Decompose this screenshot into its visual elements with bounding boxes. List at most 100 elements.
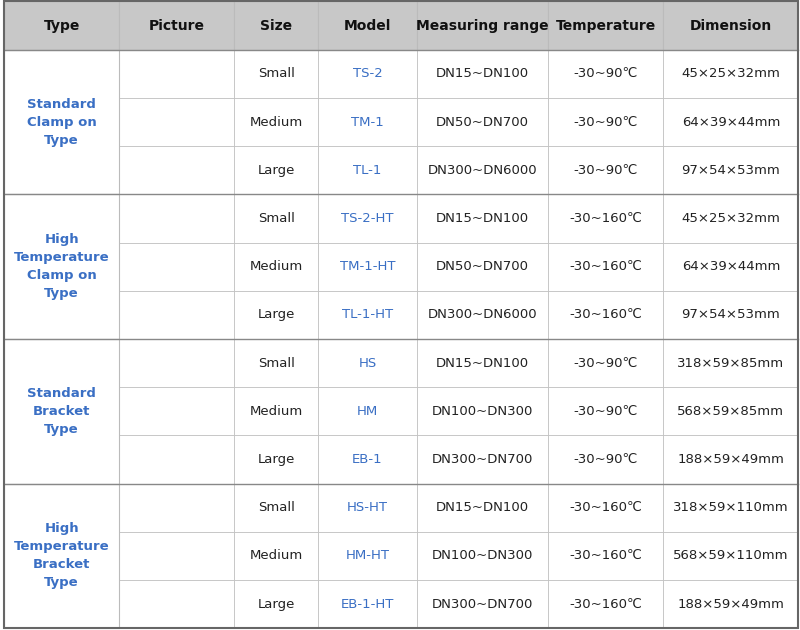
Bar bbox=[4, 1, 119, 50]
Text: -30~90℃: -30~90℃ bbox=[574, 67, 638, 81]
Bar bbox=[4, 243, 119, 291]
Text: TS-2-HT: TS-2-HT bbox=[341, 212, 394, 225]
Bar bbox=[417, 290, 548, 339]
Bar bbox=[417, 50, 548, 98]
Bar bbox=[663, 290, 798, 339]
Bar bbox=[663, 50, 798, 98]
Text: -30~160℃: -30~160℃ bbox=[570, 501, 642, 514]
Text: TM-1-HT: TM-1-HT bbox=[340, 260, 395, 273]
Bar bbox=[234, 387, 318, 435]
Bar bbox=[4, 484, 119, 532]
Bar bbox=[234, 339, 318, 387]
Text: DN15~DN100: DN15~DN100 bbox=[436, 67, 529, 81]
Bar bbox=[417, 532, 548, 580]
Text: Standard
Bracket
Type: Standard Bracket Type bbox=[27, 387, 96, 436]
Bar bbox=[119, 484, 234, 532]
Bar bbox=[663, 532, 798, 580]
Bar bbox=[119, 1, 234, 50]
Bar bbox=[318, 243, 417, 291]
Bar bbox=[417, 435, 548, 484]
Bar bbox=[548, 146, 663, 194]
Bar bbox=[417, 98, 548, 146]
Text: DN15~DN100: DN15~DN100 bbox=[436, 357, 529, 370]
Text: Large: Large bbox=[258, 597, 294, 610]
Bar bbox=[417, 580, 548, 628]
Bar bbox=[663, 484, 798, 532]
Bar bbox=[119, 146, 234, 194]
Text: TL-1-HT: TL-1-HT bbox=[342, 308, 393, 321]
Bar bbox=[119, 339, 234, 387]
Text: DN100~DN300: DN100~DN300 bbox=[432, 404, 534, 418]
Bar bbox=[234, 50, 318, 98]
Text: Model: Model bbox=[344, 18, 391, 33]
Bar bbox=[318, 387, 417, 435]
Bar bbox=[318, 290, 417, 339]
Bar bbox=[318, 532, 417, 580]
Bar bbox=[4, 50, 119, 98]
Text: Small: Small bbox=[258, 212, 294, 225]
Text: -30~90℃: -30~90℃ bbox=[574, 357, 638, 370]
Text: Large: Large bbox=[258, 164, 294, 177]
Bar bbox=[4, 387, 119, 435]
Bar bbox=[234, 243, 318, 291]
Bar bbox=[548, 243, 663, 291]
Bar bbox=[548, 98, 663, 146]
Text: 568×59×110mm: 568×59×110mm bbox=[673, 549, 789, 563]
Text: Medium: Medium bbox=[250, 404, 302, 418]
Bar bbox=[318, 484, 417, 532]
Text: Dimension: Dimension bbox=[690, 18, 772, 33]
Bar bbox=[663, 387, 798, 435]
Bar bbox=[318, 50, 417, 98]
Bar bbox=[318, 435, 417, 484]
Text: HS: HS bbox=[358, 357, 377, 370]
Bar bbox=[4, 50, 119, 194]
Bar bbox=[234, 435, 318, 484]
Text: DN15~DN100: DN15~DN100 bbox=[436, 501, 529, 514]
Bar bbox=[318, 194, 417, 243]
Bar bbox=[119, 50, 234, 98]
Text: DN50~DN700: DN50~DN700 bbox=[436, 260, 529, 273]
Bar bbox=[4, 339, 119, 387]
Bar bbox=[4, 435, 119, 484]
Text: Size: Size bbox=[260, 18, 292, 33]
Text: HM: HM bbox=[357, 404, 378, 418]
Text: Large: Large bbox=[258, 308, 294, 321]
Bar bbox=[234, 98, 318, 146]
Bar bbox=[417, 1, 548, 50]
Bar bbox=[417, 194, 548, 243]
Text: 318×59×85mm: 318×59×85mm bbox=[678, 357, 785, 370]
Bar bbox=[663, 339, 798, 387]
Bar bbox=[663, 435, 798, 484]
Bar bbox=[663, 146, 798, 194]
Text: 64×39×44mm: 64×39×44mm bbox=[682, 260, 780, 273]
Bar bbox=[119, 290, 234, 339]
Text: Large: Large bbox=[258, 453, 294, 466]
Text: Measuring range: Measuring range bbox=[416, 18, 549, 33]
Bar bbox=[119, 194, 234, 243]
Bar bbox=[234, 146, 318, 194]
Bar bbox=[4, 98, 119, 146]
Bar bbox=[548, 532, 663, 580]
Bar bbox=[663, 580, 798, 628]
Bar bbox=[663, 98, 798, 146]
Text: -30~160℃: -30~160℃ bbox=[570, 597, 642, 610]
Bar bbox=[119, 387, 234, 435]
Text: High
Temperature
Clamp on
Type: High Temperature Clamp on Type bbox=[14, 233, 110, 300]
Text: 318×59×110mm: 318×59×110mm bbox=[673, 501, 789, 514]
Text: DN300~DN700: DN300~DN700 bbox=[432, 453, 534, 466]
Text: -30~90℃: -30~90℃ bbox=[574, 404, 638, 418]
Text: DN15~DN100: DN15~DN100 bbox=[436, 212, 529, 225]
Bar bbox=[548, 194, 663, 243]
Bar bbox=[548, 435, 663, 484]
Bar bbox=[4, 532, 119, 580]
Bar bbox=[119, 435, 234, 484]
Bar bbox=[318, 339, 417, 387]
Bar bbox=[234, 532, 318, 580]
Text: -30~90℃: -30~90℃ bbox=[574, 453, 638, 466]
Text: Temperature: Temperature bbox=[556, 18, 656, 33]
Text: Medium: Medium bbox=[250, 260, 302, 273]
Text: EB-1-HT: EB-1-HT bbox=[341, 597, 394, 610]
Bar bbox=[417, 243, 548, 291]
Text: 97×54×53mm: 97×54×53mm bbox=[682, 164, 780, 177]
Text: 188×59×49mm: 188×59×49mm bbox=[678, 597, 784, 610]
